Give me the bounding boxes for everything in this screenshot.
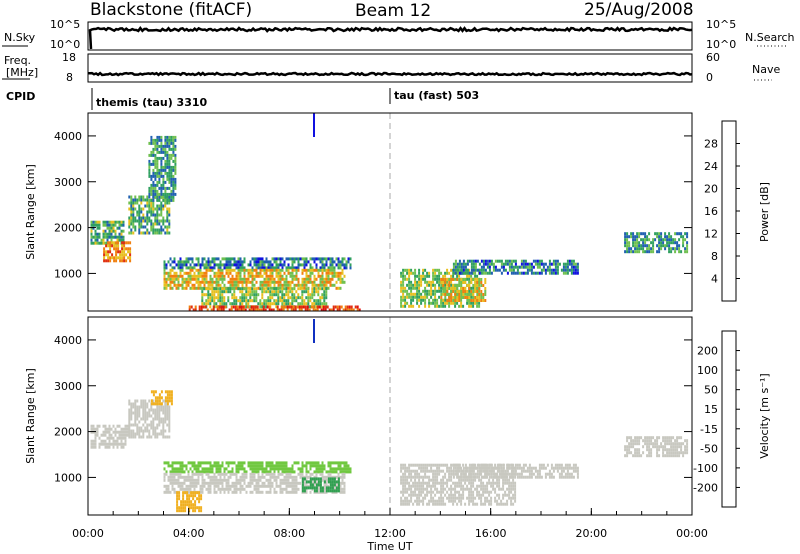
power-echo-region-6: [201, 287, 328, 309]
power-echo-region-3: [148, 135, 177, 202]
velocity-scale-label: Velocity [m s⁻¹]: [758, 373, 771, 458]
power-echo-region-5: [163, 268, 346, 290]
velocity-echo-region-0: [90, 424, 129, 449]
power-colorbar-tick-0: 4: [711, 273, 718, 286]
nsky-label: N.Sky: [4, 31, 36, 44]
velocity-echo-region-5: [176, 491, 203, 513]
xtick-label-3: 12:00: [374, 527, 406, 540]
station-title: Blackstone (fitACF): [90, 0, 252, 20]
power-colorbar: [721, 120, 737, 302]
velocity-colorbar-tick-0: -200: [693, 481, 718, 494]
velocity-echo-region-7: [400, 463, 517, 506]
power-ytick-label-1: 2000: [54, 222, 82, 235]
power-ylabel: Slant Range [km]: [24, 164, 37, 260]
power-yticks: 1000 2000 3000 4000: [54, 130, 692, 280]
freq-tick-bottom: 8: [66, 71, 73, 84]
nsky-right-tick-top: 10^5: [706, 18, 736, 31]
velocity-colorbar-tick-7: 200: [697, 345, 718, 358]
nsky-tick-top: 10^5: [50, 18, 80, 31]
power-panel-frame: [87, 112, 693, 312]
power-ytick-label-3: 4000: [54, 130, 82, 143]
cpid-program-1: themis (tau) 3310: [96, 96, 208, 109]
x-axis-label: Time UT: [366, 540, 412, 553]
nsky-right-tick-bottom: 10^0: [706, 38, 736, 51]
freq-panel-frame: [87, 53, 693, 83]
velocity-data-layer: [90, 390, 689, 513]
velocity-colorbar-tick-3: -15: [700, 423, 718, 436]
velocity-ytick-label-1: 2000: [54, 426, 82, 439]
velocity-ytick-label-0: 1000: [54, 471, 82, 484]
velocity-echo-region-1: [128, 399, 171, 439]
velocity-colorbar-frame: [721, 330, 737, 508]
power-echo-region-10: [440, 278, 487, 302]
freq-line: [87, 71, 693, 77]
xtick-label-4: 16:00: [475, 527, 507, 540]
power-data-layer: [90, 135, 689, 312]
cpid-program-2: tau (fast) 503: [394, 89, 479, 102]
beam-title: Beam 12: [355, 1, 431, 21]
velocity-colorbar: [721, 330, 737, 508]
nave-label: Nave: [752, 63, 780, 76]
velocity-echo-region-6: [301, 477, 340, 493]
xtick-label-2: 08:00: [273, 527, 305, 540]
freq-tick-top: 18: [62, 51, 76, 64]
xtick-label-0: 00:00: [72, 527, 104, 540]
power-scale-label: Power [dB]: [758, 182, 771, 242]
freq-label: Freq.: [4, 54, 31, 67]
velocity-echo-region-2: [150, 390, 173, 406]
velocity-colorbar-ticks: -200 -100 -50 -15 15 50 100 200: [693, 345, 740, 494]
nsearch-label: N.Search: [745, 31, 795, 44]
nsky-tick-bottom: 10^0: [50, 38, 80, 51]
power-colorbar-tick-3: 16: [704, 205, 718, 218]
power-ytick-label-2: 3000: [54, 176, 82, 189]
power-echo-region-4: [163, 257, 352, 270]
velocity-ylabel: Slant Range [km]: [24, 368, 37, 464]
velocity-ytick-label-2: 3000: [54, 380, 82, 393]
power-ytick-label-0: 1000: [54, 267, 82, 280]
velocity-yticks: 1000 2000 3000 4000: [54, 334, 692, 484]
velocity-colorbar-tick-4: 15: [704, 403, 718, 416]
power-colorbar-tick-6: 28: [704, 138, 718, 151]
power-colorbar-tick-5: 24: [704, 160, 718, 173]
nsky-line: [88, 26, 693, 50]
power-echo-region-2: [128, 195, 171, 235]
power-colorbar-frame: [721, 120, 737, 302]
velocity-colorbar-tick-1: -100: [693, 462, 718, 475]
nave-tick-top: 60: [706, 51, 720, 64]
velocity-colorbar-tick-5: 50: [704, 384, 718, 397]
velocity-colorbar-tick-2: -50: [700, 442, 718, 455]
nsky-panel-frame: [87, 21, 693, 51]
power-colorbar-tick-1: 8: [711, 250, 718, 263]
velocity-colorbar-tick-6: 100: [697, 364, 718, 377]
power-echo-region-7: [188, 305, 361, 312]
velocity-ytick-label-3: 4000: [54, 334, 82, 347]
power-echo-region-0: [90, 220, 125, 245]
power-echo-region-1: [103, 241, 132, 263]
power-colorbar-tick-2: 12: [704, 228, 718, 241]
power-echo-region-11: [624, 232, 689, 254]
xtick-label-1: 04:00: [173, 527, 205, 540]
xtick-label-5: 20:00: [575, 527, 607, 540]
x-axis-ticks: 00:00 04:00 08:00 12:00 16:00 20:00 00:00: [72, 508, 708, 540]
power-colorbar-tick-4: 20: [704, 183, 718, 196]
cpid-label: CPID: [6, 90, 35, 103]
power-colorbar-ticks: 4 8 12 16 20 24 28: [704, 138, 740, 286]
power-echo-region-9: [452, 259, 579, 275]
nave-tick-bottom: 0: [706, 71, 713, 84]
velocity-echo-region-4: [163, 472, 346, 494]
date-title: 25/Aug/2008: [584, 0, 694, 20]
freq-unit-label: [MHz]: [6, 66, 38, 79]
velocity-echo-region-9: [624, 436, 689, 458]
velocity-echo-region-3: [163, 461, 352, 474]
xtick-label-6: 00:00: [676, 527, 708, 540]
velocity-echo-region-8: [452, 463, 579, 479]
